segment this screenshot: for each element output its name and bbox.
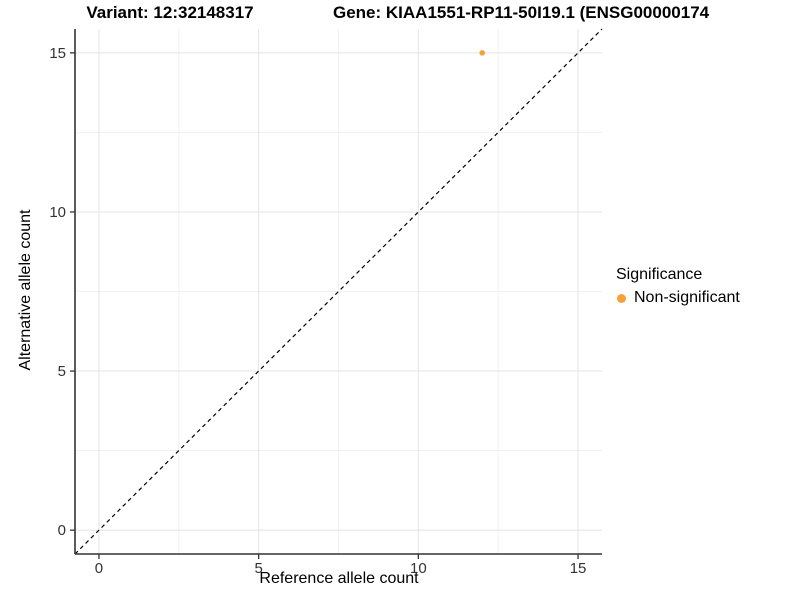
x-tick-label: 10 [410, 560, 427, 577]
y-tick-label: 5 [58, 363, 66, 380]
gene-title: Gene: KIAA1551-RP11-50I19.1 (ENSG0000017… [333, 3, 710, 22]
y-tick-label: 15 [49, 45, 66, 62]
x-axis-title: Reference allele count [259, 570, 419, 587]
y-tick-label: 0 [58, 522, 66, 539]
x-tick-label: 5 [254, 560, 262, 577]
identity-line [74, 28, 603, 555]
legend-title: Significance [616, 266, 703, 283]
variant-title: Variant: 12:32148317 [86, 3, 254, 22]
legend-entry: Non-significant [616, 287, 740, 309]
legend-key-dot [617, 293, 626, 303]
y-tick-label: 10 [49, 204, 66, 221]
y-axis-title: Alternative allele count [17, 209, 34, 371]
data-point [479, 50, 486, 56]
x-tick-label: 0 [95, 560, 103, 577]
legend-entry-label: Non-significant [634, 289, 740, 306]
x-tick-label: 15 [570, 560, 587, 577]
legend: Significance Non-significant [616, 264, 740, 309]
